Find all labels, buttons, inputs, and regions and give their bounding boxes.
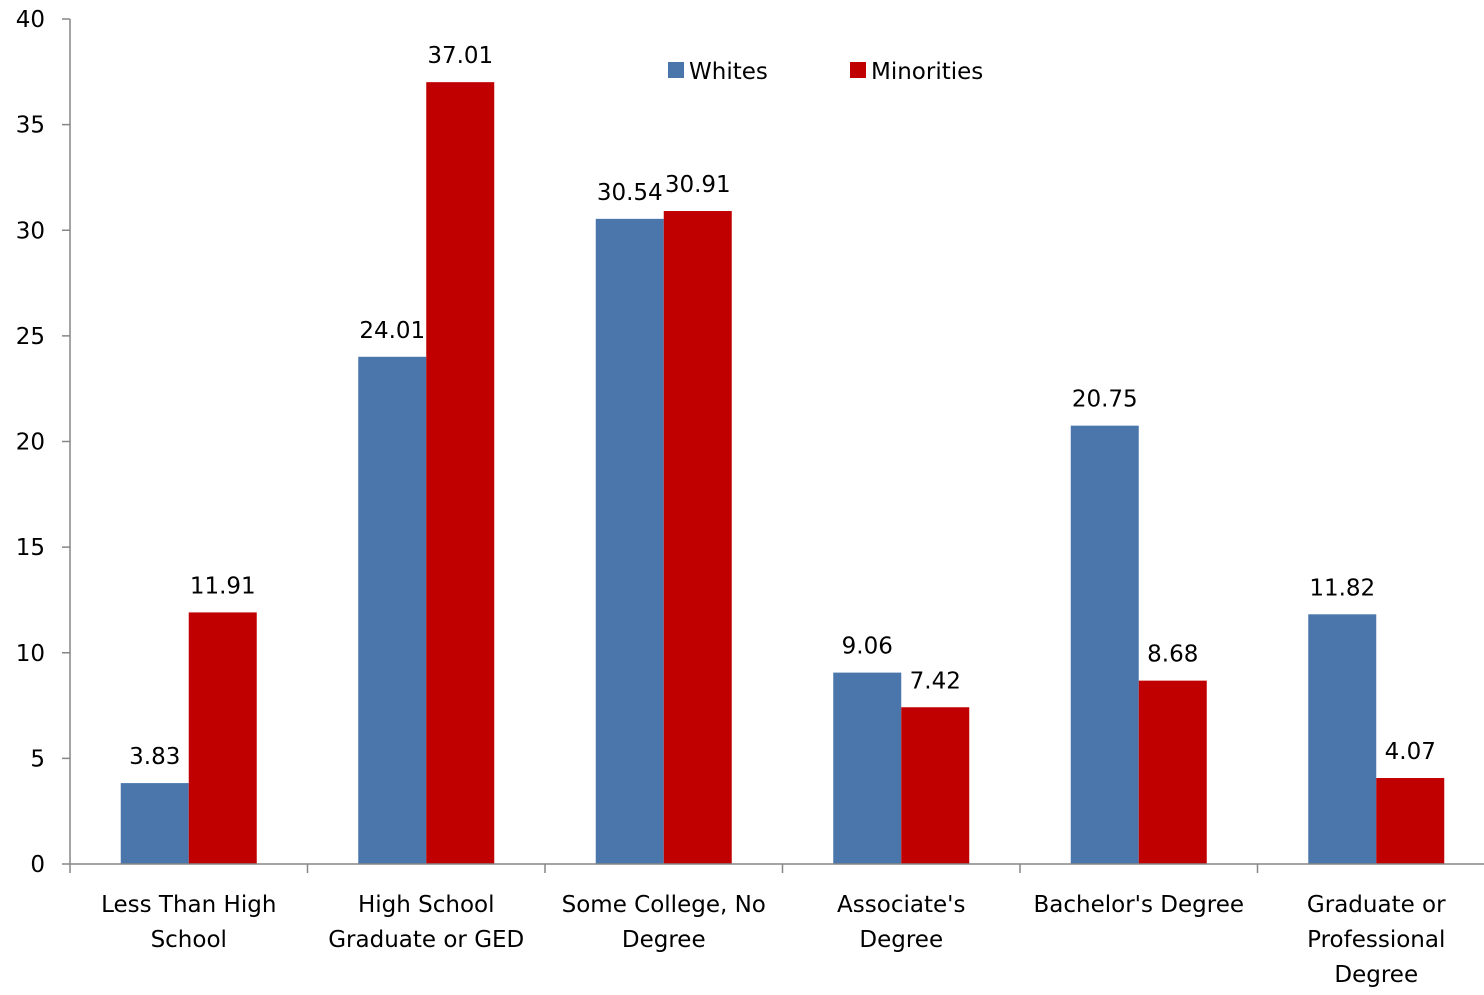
bar-whites-2 (595, 218, 664, 864)
bar-minorities-5 (1376, 778, 1445, 864)
bar-whites-0 (120, 783, 189, 864)
category-label-0: Less Than High School (101, 892, 276, 953)
y-tick-label: 10 (16, 641, 45, 667)
data-label-whites-1: 24.01 (359, 318, 425, 344)
bar-minorities-4 (1138, 680, 1207, 864)
data-label-whites-2: 30.54 (597, 180, 663, 206)
data-label-minorities-5: 4.07 (1385, 739, 1436, 765)
y-tick-label: 35 (16, 113, 45, 139)
data-label-minorities-2: 30.91 (665, 172, 731, 198)
bar-minorities-3 (901, 707, 970, 864)
data-label-whites-3: 9.06 (842, 634, 893, 660)
legend-label-minorities: Minorities (871, 59, 983, 85)
data-label-minorities-4: 8.68 (1147, 642, 1198, 668)
bar-whites-5 (1308, 614, 1377, 864)
category-label-3: Associate's Degree (837, 892, 965, 953)
bar-minorities-1 (426, 82, 495, 864)
y-tick-label: 40 (16, 7, 45, 33)
data-label-minorities-0: 11.91 (190, 573, 256, 599)
data-label-minorities-1: 37.01 (427, 43, 493, 69)
y-tick-label: 15 (16, 535, 45, 561)
y-tick-label: 25 (16, 324, 45, 350)
data-label-whites-0: 3.83 (129, 744, 180, 770)
data-label-whites-5: 11.82 (1309, 575, 1375, 601)
data-label-minorities-3: 7.42 (910, 668, 961, 694)
y-tick-label: 5 (30, 746, 45, 772)
legend-swatch-minorities (850, 62, 866, 78)
category-label-2: Some College, No Degree (562, 892, 766, 953)
y-tick-label: 0 (30, 852, 45, 878)
legend-label-whites: Whites (689, 59, 768, 85)
category-label-1: High School Graduate or GED (328, 892, 524, 953)
bar-whites-3 (833, 672, 902, 864)
data-label-whites-4: 20.75 (1072, 387, 1138, 413)
category-label-5: Graduate or Professional Degree (1307, 892, 1446, 988)
y-tick-label: 30 (16, 218, 45, 244)
category-label-4: Bachelor's Degree (1034, 892, 1245, 918)
y-tick-label: 20 (16, 430, 45, 456)
bar-minorities-2 (663, 211, 732, 864)
bar-whites-4 (1070, 425, 1139, 864)
bar-whites-1 (358, 356, 427, 864)
bar-minorities-0 (188, 612, 257, 864)
legend-swatch-whites (668, 62, 684, 78)
